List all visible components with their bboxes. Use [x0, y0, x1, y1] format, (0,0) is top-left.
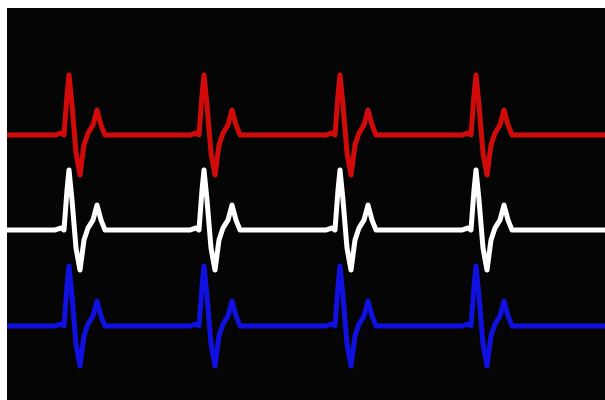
ecg-monitor-screen — [7, 8, 605, 400]
ecg-trace-blue — [7, 263, 605, 369]
ecg-trace-red — [7, 72, 605, 178]
ecg-traces — [7, 72, 605, 369]
ecg-trace-white — [7, 167, 605, 273]
